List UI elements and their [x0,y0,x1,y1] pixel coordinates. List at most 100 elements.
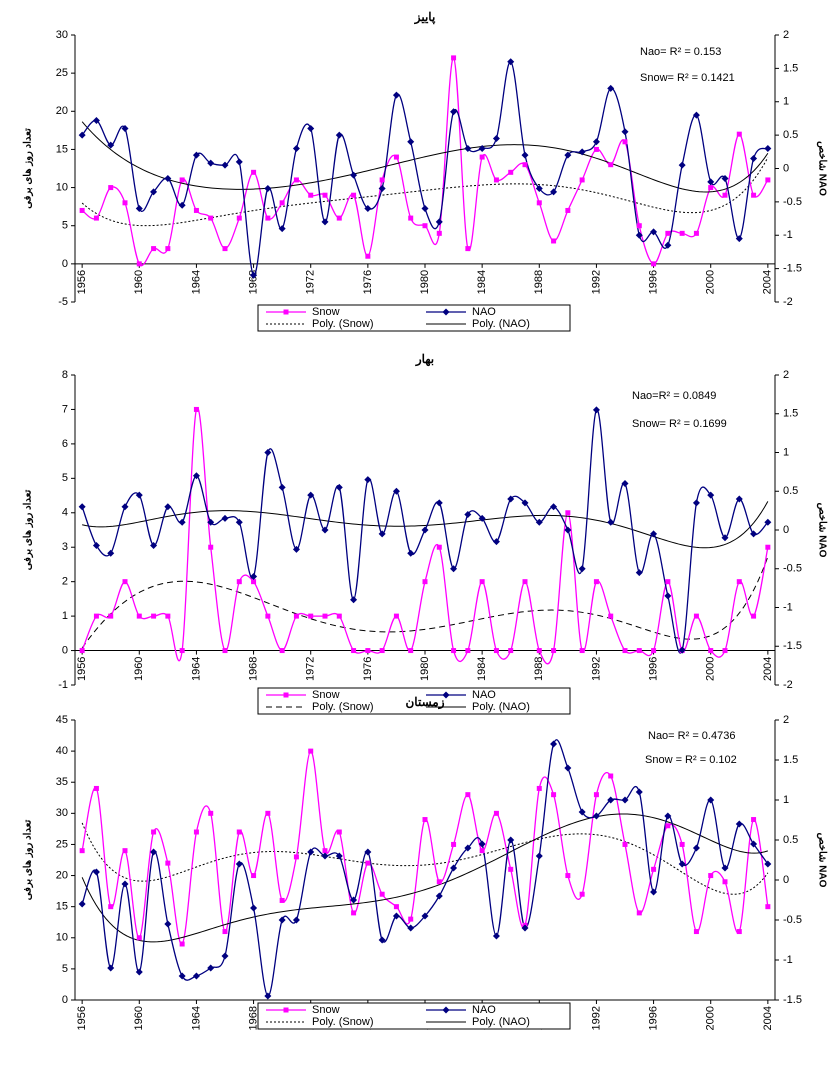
snow-marker [465,246,471,252]
legend-label: Snow [312,1004,340,1016]
y2-axis-label: شاخص NAO [816,503,827,558]
nao-marker [750,840,758,848]
snow-marker [222,929,228,935]
nao-marker [478,144,486,152]
series-line [81,61,769,276]
nao-marker [292,545,300,553]
nao-marker [164,175,172,183]
legend-label: Poly. (NAO) [472,318,530,330]
snow-marker [665,823,671,829]
nao-marker [350,596,358,604]
nao-marker [307,848,315,856]
nao-marker [478,514,486,522]
nao-marker [150,542,158,549]
nao-marker [607,84,615,92]
snow-marker [651,261,657,267]
snow-marker [251,873,257,879]
y2-axis-label: شاخص NAO [816,833,827,888]
nao-marker [678,161,686,169]
y-tick-label: 5 [62,963,68,975]
snow-marker [379,177,385,183]
y-axis-label: تعداد روز های برفی [23,128,34,209]
nao-marker [521,151,529,159]
y-tick-label: 15 [56,143,68,155]
snow-marker [236,215,242,221]
y2-tick-label: 2 [783,369,789,381]
nao-marker [592,138,600,146]
nao-marker [764,518,772,526]
trend-line [81,121,769,193]
x-tick-label: 1992 [590,270,602,294]
nao-marker [264,185,272,193]
snow-marker [593,579,599,585]
snow-marker [379,648,385,654]
nao-marker [278,916,286,924]
nao-marker [764,144,772,152]
snow-marker [608,773,614,779]
trend-line [81,556,769,649]
nao-marker [707,178,715,186]
nao-marker [292,916,300,924]
y-tick-label: 8 [62,369,68,381]
x-tick-label: 1956 [76,657,88,681]
x-tick-label: 1960 [133,270,145,294]
nao-marker [635,788,643,796]
y2-tick-label: -1 [783,229,793,241]
snow-marker [365,253,371,259]
nao-marker [292,144,300,152]
y-tick-label: -5 [58,296,68,308]
legend-marker [442,1006,450,1014]
snow-marker [193,207,199,213]
snow-marker [351,648,357,654]
snow-marker [165,860,171,866]
snow-marker [593,792,599,798]
y-tick-label: 0 [62,258,68,270]
nao-marker [350,896,358,904]
nao-marker [78,900,86,908]
snow-marker [451,55,457,61]
nao-marker [92,868,100,876]
snow-marker [193,829,199,835]
snow-marker [693,929,699,935]
nao-marker [107,141,115,149]
nao-marker [578,808,586,816]
y-tick-label: 25 [56,67,68,79]
snow-marker [136,261,142,267]
snow-marker [593,146,599,152]
nao-marker [178,201,186,209]
nao-marker [264,992,272,1000]
nao-marker [550,740,558,748]
snow-marker [508,866,514,872]
snow-marker [108,185,114,191]
snow-marker [151,246,157,252]
x-tick-label: 1996 [647,270,659,294]
x-tick-label: 2004 [762,270,774,294]
snow-marker [508,169,514,175]
nao-marker [407,138,415,146]
nao-marker [507,495,515,503]
snow-marker [736,929,742,935]
nao-marker [692,499,700,507]
y-tick-label: 20 [56,105,68,117]
snow-marker [293,613,299,619]
snow-marker [722,192,728,198]
nao-marker [135,491,143,499]
nao-marker [107,549,115,557]
nao-marker [564,764,572,772]
snow-marker [579,177,585,183]
nao-marker [264,449,272,456]
snow-marker [93,785,99,791]
y2-tick-label: -1 [783,954,793,966]
chart-title: پاییز [414,10,436,25]
y-tick-label: 10 [56,932,68,944]
snow-marker [608,162,614,168]
nao-marker [150,848,158,856]
snow-marker [536,648,542,654]
nao-marker [364,476,372,484]
snow-marker [622,648,628,654]
legend-label: Poly. (Snow) [312,318,374,330]
series-line [81,407,769,665]
legend-box [257,687,571,715]
y2-tick-label: 0.5 [783,129,798,141]
legend-label: Snow [312,306,340,318]
